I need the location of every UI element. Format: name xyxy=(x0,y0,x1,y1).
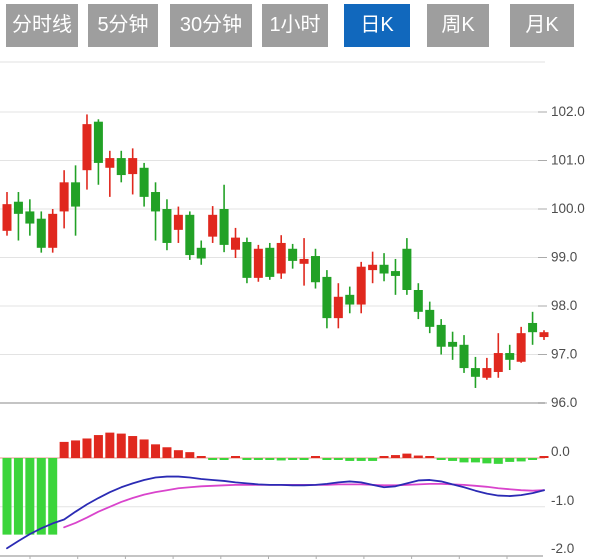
macd-axis: 0.0 -1.0 -2.0 xyxy=(551,444,574,556)
svg-text:96.0: 96.0 xyxy=(551,395,577,410)
tab-1hour[interactable]: 1小时 xyxy=(262,4,328,47)
gridlines xyxy=(0,61,545,508)
tab-30min[interactable]: 30分钟 xyxy=(170,4,252,47)
tab-5min[interactable]: 5分钟 xyxy=(88,4,158,47)
svg-text:102.0: 102.0 xyxy=(551,104,585,119)
svg-text:99.0: 99.0 xyxy=(551,250,577,265)
svg-text:100.0: 100.0 xyxy=(551,201,585,216)
macd-pane xyxy=(2,432,549,550)
tab-weekly-k[interactable]: 周K xyxy=(427,4,489,47)
svg-text:101.0: 101.0 xyxy=(551,153,585,168)
candlestick-pane xyxy=(2,114,549,388)
tab-minute-line[interactable]: 分时线 xyxy=(6,4,78,47)
svg-text:-2.0: -2.0 xyxy=(551,541,574,556)
tab-daily-k[interactable]: 日K xyxy=(344,4,410,47)
price-axis: 102.0 101.0 100.0 99.0 98.0 97.0 96.0 xyxy=(538,104,585,410)
svg-text:-1.0: -1.0 xyxy=(551,493,574,508)
tab-monthly-k[interactable]: 月K xyxy=(510,4,574,47)
period-tabbar: 分时线 5分钟 30分钟 1小时 日K 周K 月K xyxy=(0,4,604,47)
svg-text:97.0: 97.0 xyxy=(551,347,577,362)
svg-text:98.0: 98.0 xyxy=(551,298,577,313)
svg-text:0.0: 0.0 xyxy=(551,444,570,459)
